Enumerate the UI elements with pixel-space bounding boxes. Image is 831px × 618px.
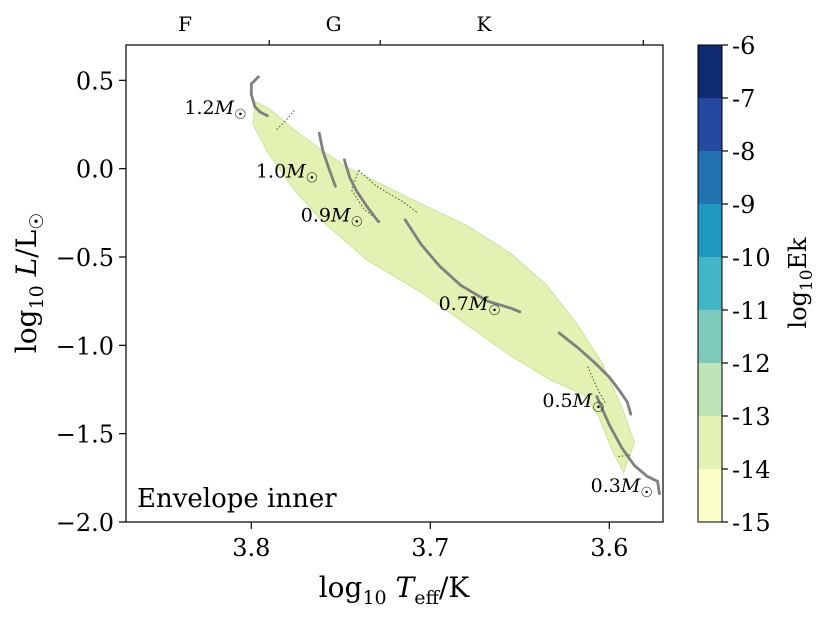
colorbar-title: log10Ek <box>784 237 817 329</box>
spectral-label-G: G <box>326 12 342 36</box>
dotted-contour-3 <box>587 366 607 404</box>
y-axis-ticks: 0.5 0.0 −0.5 −1.0 −1.5 −2.0 <box>56 67 126 537</box>
track-line-5 <box>595 395 661 496</box>
track-label-0: 1.2M☉ <box>184 97 246 123</box>
y-tick-label-1: 0.0 <box>76 156 114 184</box>
colorbar-tick-label-2: -13 <box>732 403 771 431</box>
colorbar-segment-7 <box>698 98 722 151</box>
colorbar-tick-label-8: -7 <box>732 85 755 113</box>
dotted-contour-1 <box>358 170 419 214</box>
panel-label: Envelope inner <box>137 484 337 514</box>
colorbar-segment-3 <box>698 310 722 363</box>
dotted-contour-0 <box>276 110 295 131</box>
track-label-4: 0.5M☉ <box>542 390 604 416</box>
colorbar-ticks: -15 -14 -13 -12 -11 -10 -9 -8 -7 -6 <box>722 32 771 537</box>
x-tick-label-1: 3.7 <box>411 534 449 562</box>
y-tick-label-2: −0.5 <box>56 244 114 272</box>
x-tick-label-0: 3.8 <box>232 534 270 562</box>
y-tick-label-3: −1.0 <box>56 332 114 360</box>
colorbar-tick-label-5: -10 <box>732 244 771 272</box>
track-line-4 <box>557 331 633 416</box>
colorbar-tick-label-3: -12 <box>732 350 771 378</box>
colorbar-segments <box>698 45 722 522</box>
track-label-2: 0.9M☉ <box>301 205 363 231</box>
colorbar-frame <box>697 44 723 523</box>
x-axis-ticks: 3.8 3.7 3.6 <box>232 522 628 562</box>
colorbar-tick-label-1: -14 <box>732 456 771 484</box>
evolutionary-tracks <box>249 75 661 496</box>
track-label-5: 0.3M☉ <box>591 475 653 501</box>
dotted-contour-2 <box>350 170 381 223</box>
colorbar-segment-5 <box>698 204 722 257</box>
colorbar-segment-1 <box>698 416 722 469</box>
y-tick-label-0: 0.5 <box>76 67 114 95</box>
spectral-label-F: F <box>178 12 192 36</box>
colorbar-segment-4 <box>698 257 722 310</box>
colorbar-segment-0 <box>698 469 722 522</box>
colorbar-tick-label-7: -8 <box>732 138 755 166</box>
colorbar: -15 -14 -13 -12 -11 -10 -9 -8 -7 -6 log10Ek <box>697 32 817 537</box>
y-axis-title: log10 L/L☉ <box>10 213 48 354</box>
contour-region-level-14 <box>252 100 636 475</box>
track-line-1 <box>317 131 337 188</box>
colorbar-tick-label-0: -15 <box>732 509 771 537</box>
track-line-3 <box>403 218 522 314</box>
colorbar-segment-2 <box>698 363 722 416</box>
x-axis-title: log10 Teff/K <box>319 571 471 609</box>
track-label-1: 1.0M☉ <box>256 161 318 187</box>
colorbar-segment-8 <box>698 45 722 98</box>
track-labels: 1.2M☉ 1.0M☉ 0.9M☉ 0.7M☉ 0.5M☉ 0.3M☉ <box>184 97 653 501</box>
colorbar-segment-6 <box>698 151 722 204</box>
track-line-0 <box>249 75 269 118</box>
colorbar-tick-label-4: -11 <box>732 297 771 325</box>
colorbar-tick-label-9: -6 <box>732 32 755 60</box>
track-label-3: 0.7M☉ <box>439 293 501 319</box>
spectral-label-K: K <box>477 12 493 36</box>
y-tick-label-4: −1.5 <box>56 421 114 449</box>
y-tick-label-5: −2.0 <box>56 509 114 537</box>
colorbar-tick-label-6: -9 <box>732 191 755 219</box>
plot-frame <box>125 44 664 523</box>
plot-area <box>249 75 661 496</box>
x-tick-label-2: 3.6 <box>590 534 628 562</box>
spectral-boundary-ticks <box>268 40 644 45</box>
track-line-2 <box>343 158 380 224</box>
